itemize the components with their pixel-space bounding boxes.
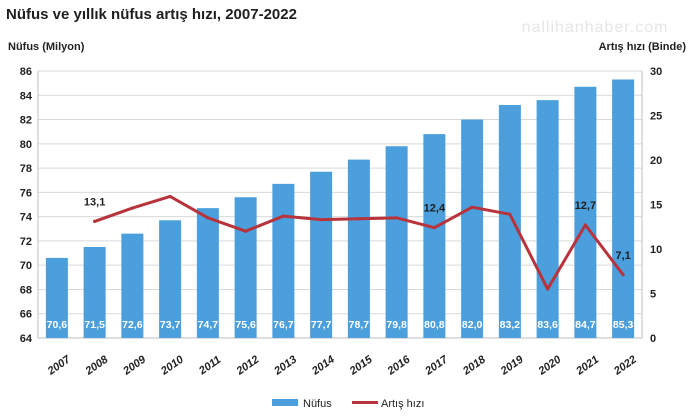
bar-value-label: 73,7 bbox=[160, 319, 181, 331]
y-axis-title: Nüfus (Milyon) bbox=[8, 41, 85, 53]
y-tick-label: 82 bbox=[20, 115, 32, 127]
bar bbox=[423, 134, 446, 338]
y-tick-label: 70 bbox=[20, 260, 32, 272]
x-tick-label: 2011 bbox=[196, 354, 223, 378]
bar bbox=[310, 171, 333, 338]
bar-value-label: 85,3 bbox=[613, 319, 634, 331]
y2-tick-label: 25 bbox=[650, 111, 662, 123]
legend-swatch-population bbox=[272, 399, 298, 406]
bar-value-label: 84,7 bbox=[575, 319, 596, 331]
y-tick-label: 64 bbox=[20, 333, 33, 345]
y2-tick-label: 0 bbox=[650, 333, 656, 345]
bar-value-label: 83,6 bbox=[537, 319, 558, 331]
y2-tick-label: 5 bbox=[650, 289, 656, 301]
y2-tick-label: 20 bbox=[650, 155, 662, 167]
growth-rate-point bbox=[395, 216, 399, 220]
bar bbox=[347, 159, 370, 338]
y2-tick-label: 10 bbox=[650, 244, 662, 256]
y-tick-label: 72 bbox=[20, 236, 32, 248]
bar bbox=[83, 246, 106, 338]
plot-area: 64 66 68 70 72 74 76 78 80 82 84 86 0 5 10 15 20 25 30 70,6… bbox=[20, 66, 663, 378]
x-tick-label: 2016 bbox=[385, 353, 413, 378]
growth-rate-point bbox=[93, 219, 97, 224]
y-tick-label: 66 bbox=[20, 309, 32, 321]
bar-value-label: 78,7 bbox=[349, 319, 370, 331]
growth-rate-label: 13,1 bbox=[84, 196, 105, 208]
legend-label-population: Nüfus bbox=[303, 398, 332, 410]
y2-axis-title: Artış hızı (Binde) bbox=[599, 41, 687, 53]
growth-rate-point bbox=[319, 218, 323, 222]
x-tick-label: 2021 bbox=[573, 354, 601, 378]
chart-title: Nüfus ve yıllık nüfus artış hızı, 2007-2… bbox=[6, 6, 297, 23]
growth-rate-label: 7,1 bbox=[615, 250, 630, 262]
x-tick-label: 2009 bbox=[120, 353, 148, 378]
bar-value-label: 76,7 bbox=[273, 319, 294, 331]
x-tick-label: 2008 bbox=[83, 353, 111, 378]
y-tick-label: 84 bbox=[20, 90, 33, 102]
y-tick-label: 78 bbox=[20, 163, 32, 175]
x-tick-label: 2010 bbox=[158, 353, 186, 378]
growth-rate-point bbox=[432, 226, 436, 230]
y-tick-label: 74 bbox=[20, 212, 33, 224]
bar-value-label: 77,7 bbox=[311, 319, 332, 331]
bar bbox=[385, 146, 408, 338]
x-tick-label: 2012 bbox=[234, 354, 262, 378]
bar bbox=[159, 220, 182, 338]
bar-value-label: 83,2 bbox=[500, 319, 521, 331]
growth-rate-point bbox=[357, 217, 361, 221]
growth-rate-point bbox=[168, 194, 172, 199]
x-tick-label: 2014 bbox=[309, 354, 337, 378]
growth-rate-label: 12,4 bbox=[424, 203, 446, 215]
bar bbox=[196, 208, 219, 338]
x-tick-label: 2019 bbox=[498, 353, 526, 378]
bar-value-label: 74,7 bbox=[198, 319, 219, 331]
growth-rate-point bbox=[508, 212, 512, 216]
x-tick-label: 2017 bbox=[422, 353, 450, 378]
legend: Nüfus Artış hızı bbox=[272, 398, 424, 410]
bar bbox=[461, 119, 484, 338]
bar-value-label: 82,0 bbox=[462, 319, 483, 331]
bar-value-label: 80,8 bbox=[424, 319, 445, 331]
growth-rate-point bbox=[130, 206, 134, 210]
x-tick-label: 2020 bbox=[536, 353, 564, 378]
bar-value-label: 72,6 bbox=[122, 319, 143, 331]
x-tick-label: 2022 bbox=[611, 354, 639, 378]
bar-value-label: 71,5 bbox=[84, 319, 105, 331]
growth-rate-point bbox=[546, 287, 550, 291]
bar bbox=[612, 79, 635, 338]
growth-rate-point bbox=[470, 205, 474, 209]
growth-rate-label: 12,7 bbox=[575, 200, 596, 212]
watermark: nallihanhaber.com bbox=[522, 19, 669, 36]
x-tick-label: 2007 bbox=[45, 353, 73, 378]
y-tick-label: 86 bbox=[20, 66, 32, 78]
y-tick-label: 68 bbox=[20, 284, 32, 296]
x-tick-label: 2015 bbox=[347, 353, 375, 378]
bar bbox=[536, 100, 559, 338]
y-tick-label: 80 bbox=[20, 139, 32, 151]
y2-tick-label: 30 bbox=[650, 66, 662, 78]
bar-value-label: 79,8 bbox=[386, 319, 407, 331]
growth-rate-point bbox=[281, 214, 285, 218]
growth-rate-point bbox=[583, 223, 587, 227]
y-tick-label: 76 bbox=[20, 187, 32, 199]
growth-rate-point bbox=[206, 216, 210, 220]
bar bbox=[121, 233, 144, 338]
bar bbox=[272, 183, 295, 338]
y2-tick-label: 15 bbox=[650, 200, 662, 212]
growth-rate-point bbox=[621, 273, 625, 277]
legend-label-growth-rate: Artış hızı bbox=[381, 398, 424, 410]
bar bbox=[574, 86, 597, 338]
x-tick-label: 2013 bbox=[271, 354, 299, 378]
x-tick-label: 2018 bbox=[460, 353, 488, 378]
bar-value-label: 70,6 bbox=[47, 319, 68, 331]
bar bbox=[45, 257, 68, 338]
bar-value-label: 75,6 bbox=[235, 319, 256, 331]
growth-rate-point bbox=[244, 229, 248, 233]
bar bbox=[498, 104, 521, 339]
bar bbox=[234, 197, 257, 338]
